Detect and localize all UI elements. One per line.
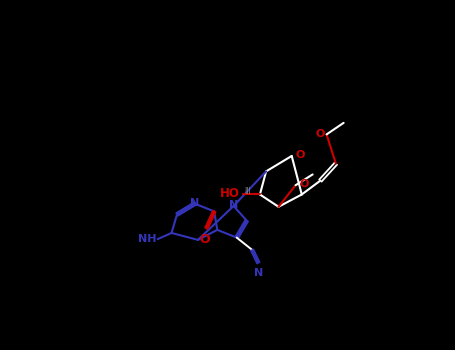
Text: O: O — [299, 180, 309, 189]
Text: N: N — [254, 268, 263, 278]
Text: HO: HO — [220, 187, 240, 200]
Text: O: O — [296, 150, 305, 160]
Text: O: O — [316, 129, 325, 139]
Text: O: O — [200, 233, 210, 246]
Text: III: III — [244, 187, 251, 196]
Text: N: N — [190, 198, 199, 208]
Text: NH: NH — [137, 234, 156, 244]
Text: N: N — [229, 200, 238, 210]
